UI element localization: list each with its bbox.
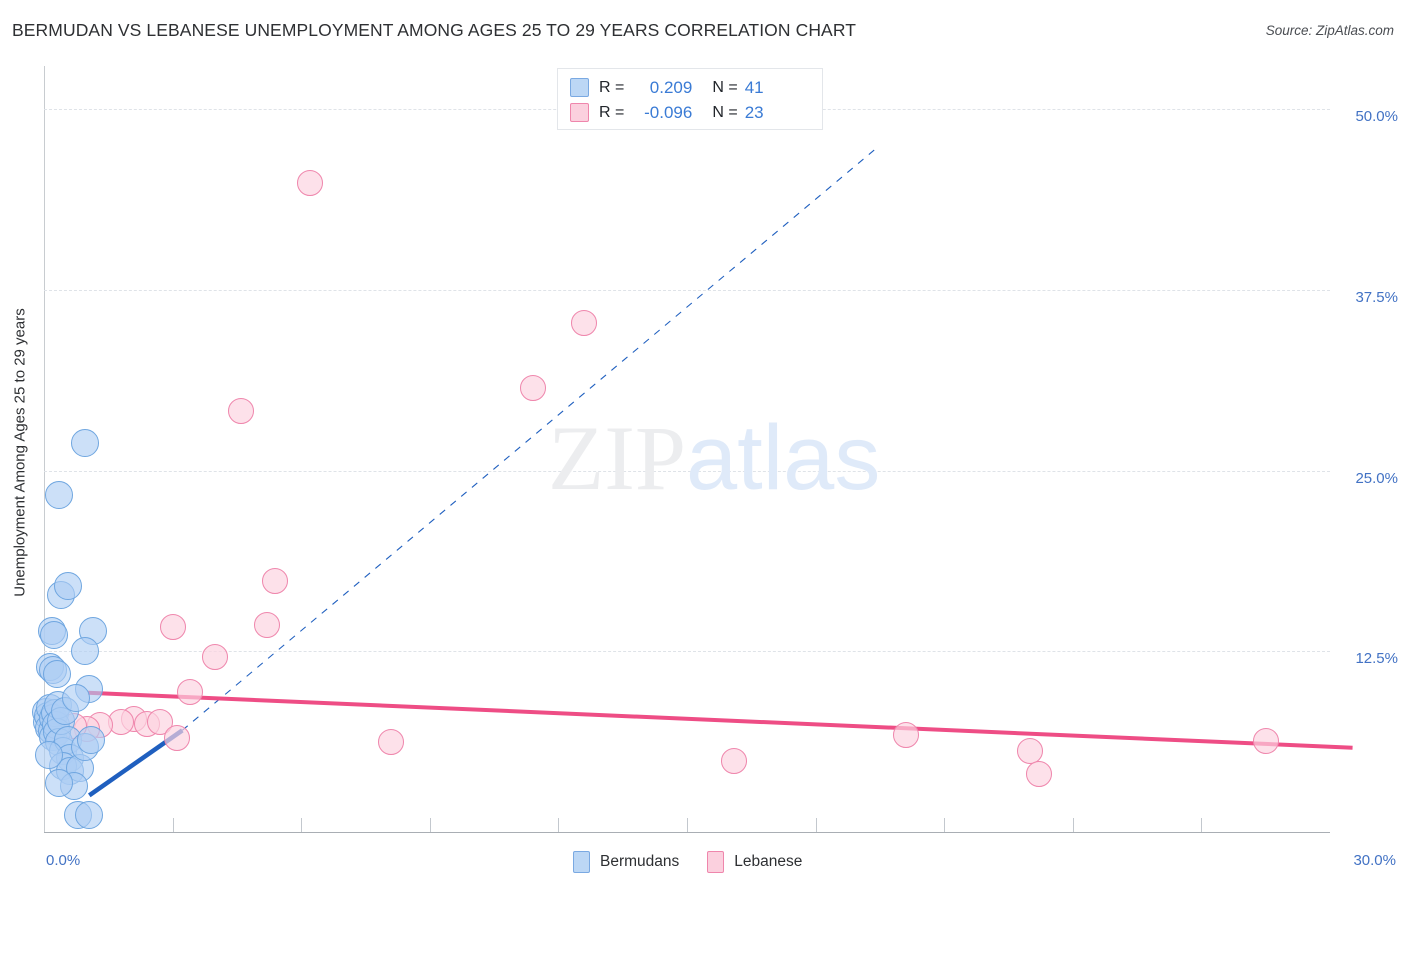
pink-n-label: N = (712, 103, 738, 121)
data-point[interactable] (721, 748, 748, 775)
blue-n-value: 41 (744, 77, 764, 97)
y-axis-tick-label: 12.5% (1355, 650, 1398, 668)
blue-trendline-extension (181, 147, 878, 731)
x-axis-tick (429, 818, 431, 832)
y-axis-tick-label: 25.0% (1355, 469, 1398, 487)
data-point[interactable] (228, 398, 255, 425)
x-axis-tick (301, 818, 303, 832)
pink-n-value: 23 (744, 102, 764, 122)
data-point[interactable] (1016, 738, 1043, 765)
data-point[interactable] (70, 637, 99, 666)
data-point[interactable] (77, 725, 106, 754)
blue-swatch-icon (570, 78, 589, 97)
data-point[interactable] (1252, 727, 1279, 754)
data-point[interactable] (262, 567, 289, 594)
legend-label-bermudans[interactable]: Bermudans (600, 853, 680, 870)
blue-r-value: 0.209 (649, 77, 693, 97)
data-point[interactable] (163, 725, 190, 752)
series-legend: Bermudans Lebanese (573, 851, 820, 873)
gridline-y (44, 470, 1330, 472)
y-axis-title: Unemployment Among Ages 25 to 29 years (11, 308, 29, 597)
x-axis-tick (687, 818, 688, 832)
x-axis-max-label: 30.0% (1353, 852, 1396, 869)
y-axis-tick-label: 50.0% (1355, 108, 1398, 126)
data-point[interactable] (70, 429, 99, 458)
x-axis-tick (172, 818, 174, 832)
legend-label-lebanese[interactable]: Lebanese (734, 853, 803, 870)
blue-r-label: R = (599, 78, 625, 96)
pink-r-value: -0.096 (644, 102, 693, 122)
data-point[interactable] (519, 375, 546, 402)
data-point[interactable] (571, 310, 598, 337)
data-point[interactable] (53, 572, 82, 601)
correlation-row-lebanese: R = -0.096 N = 23 (570, 100, 812, 125)
y-axis-tick-label: 37.5% (1355, 289, 1398, 307)
gridline-y (44, 651, 1330, 653)
legend-swatch-lebanese[interactable] (707, 851, 725, 873)
source-attribution: Source: ZipAtlas.com (1265, 23, 1394, 38)
legend-swatch-bermudans[interactable] (573, 851, 590, 873)
gridline-y (44, 290, 1330, 292)
data-point[interactable] (45, 481, 73, 510)
data-point[interactable] (35, 741, 64, 770)
data-point[interactable] (176, 678, 203, 705)
data-point[interactable] (892, 722, 919, 749)
x-axis-min-label: 0.0% (46, 852, 81, 869)
data-point[interactable] (42, 660, 71, 689)
data-point[interactable] (378, 729, 405, 756)
pink-trendline (87, 690, 1353, 750)
x-axis-tick (1201, 818, 1203, 832)
x-axis-tick (815, 818, 817, 832)
x-axis-tick (944, 818, 946, 832)
data-point[interactable] (159, 613, 186, 640)
data-point[interactable] (45, 768, 73, 797)
data-point[interactable] (40, 621, 69, 650)
x-axis-tick (1072, 818, 1074, 832)
x-axis-tick (558, 818, 560, 832)
page-title: BERMUDAN VS LEBANESE UNEMPLOYMENT AMONG … (12, 20, 857, 40)
pink-swatch-icon (570, 103, 589, 122)
pink-r-label: R = (599, 103, 625, 121)
correlation-chart: BERMUDAN VS LEBANESE UNEMPLOYMENT AMONG … (11, 20, 1398, 873)
correlation-legend: R = 0.209 N = 41 R = -0.096 N = 23 (557, 68, 823, 130)
plot-area (32, 66, 1353, 832)
data-point[interactable] (75, 800, 103, 829)
data-point[interactable] (296, 170, 323, 197)
data-point[interactable] (62, 683, 91, 712)
y-axis-line (44, 66, 45, 832)
x-axis-line (44, 832, 1330, 833)
data-point[interactable] (1025, 761, 1052, 788)
data-point[interactable] (202, 644, 229, 671)
blue-n-label: N = (712, 78, 738, 96)
data-point[interactable] (253, 612, 280, 639)
correlation-row-bermudans: R = 0.209 N = 41 (570, 75, 812, 100)
